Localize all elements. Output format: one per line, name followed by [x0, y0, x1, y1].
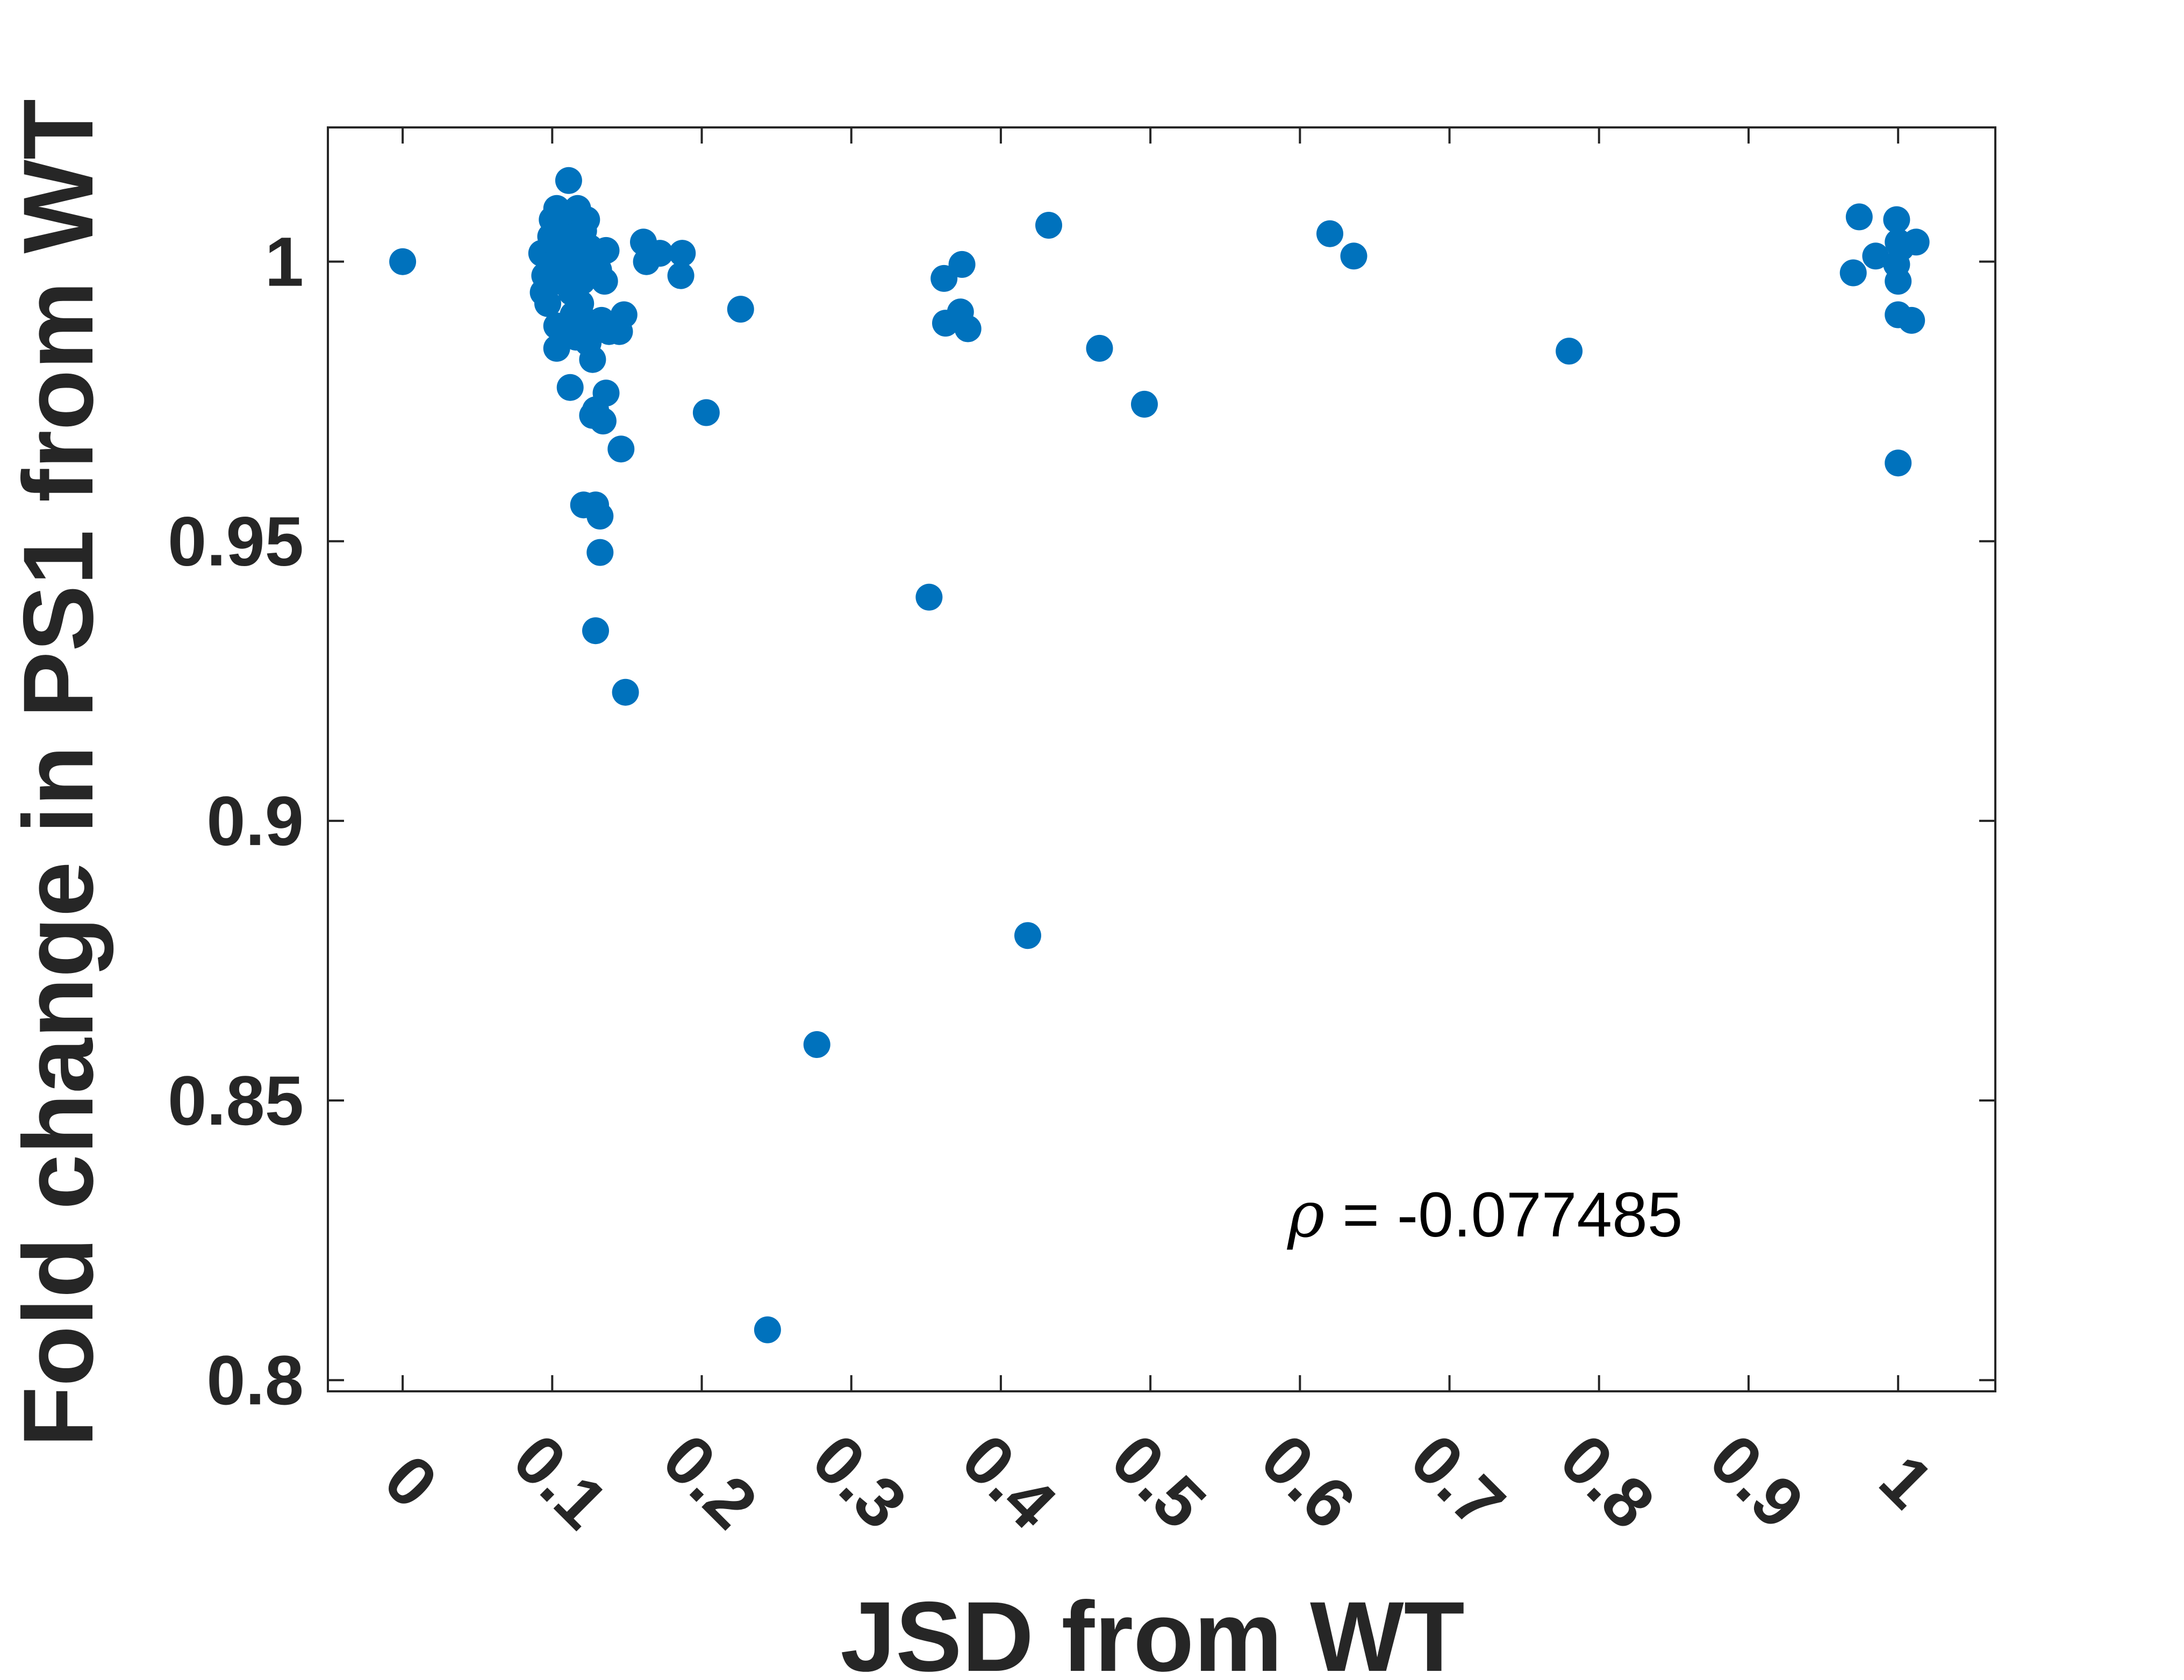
data-point [727, 296, 754, 323]
correlation-annotation: ρ = -0.077485 [1286, 1177, 1682, 1252]
rho-symbol: ρ [1286, 1177, 1324, 1252]
data-point [915, 583, 943, 611]
axis-ticks [328, 127, 1995, 1391]
data-point [669, 240, 696, 267]
data-point [582, 617, 609, 645]
data-point [389, 248, 417, 275]
data-point [803, 1031, 830, 1058]
data-point [592, 237, 620, 264]
data-point [610, 301, 638, 328]
data-point [586, 539, 614, 566]
data-point [754, 1316, 781, 1343]
data-point [1086, 334, 1113, 362]
data-point [543, 334, 570, 362]
data-point [1839, 259, 1867, 287]
data-point [555, 167, 582, 194]
y-tick-label: 1 [265, 223, 304, 301]
data-point [1902, 228, 1930, 256]
data-point [646, 240, 674, 267]
data-point [591, 268, 618, 295]
data-point [1885, 268, 1912, 295]
data-points [389, 167, 1930, 1343]
data-point [573, 206, 600, 233]
y-tick-label: 0.95 [168, 502, 304, 581]
y-tick-label: 0.85 [168, 1061, 304, 1140]
data-point [592, 380, 620, 407]
data-point [948, 251, 976, 278]
data-point [1883, 206, 1910, 233]
rho-value: = -0.077485 [1324, 1179, 1682, 1250]
data-point [1014, 922, 1041, 949]
data-point [579, 346, 606, 373]
data-point [1885, 449, 1912, 477]
y-axis-label: Fold change in PS1 from WT [3, 99, 114, 1447]
data-point [1845, 203, 1873, 231]
data-point [692, 399, 720, 426]
data-point [1340, 242, 1367, 270]
data-point [534, 290, 561, 317]
data-point [1131, 390, 1158, 418]
y-tick-label: 0.9 [206, 782, 304, 860]
data-point [607, 435, 635, 463]
data-point [1556, 338, 1583, 365]
data-point [1035, 212, 1062, 239]
x-axis-label: JSD from WT [840, 1582, 1464, 1680]
data-point [1862, 242, 1889, 270]
data-point [954, 315, 982, 342]
data-point [589, 408, 617, 435]
data-point [586, 503, 614, 530]
data-point [667, 262, 694, 289]
data-point [612, 678, 639, 706]
data-point [556, 374, 584, 401]
data-point [1316, 220, 1343, 247]
y-tick-label: 0.8 [206, 1341, 304, 1419]
data-point [1898, 306, 1925, 334]
